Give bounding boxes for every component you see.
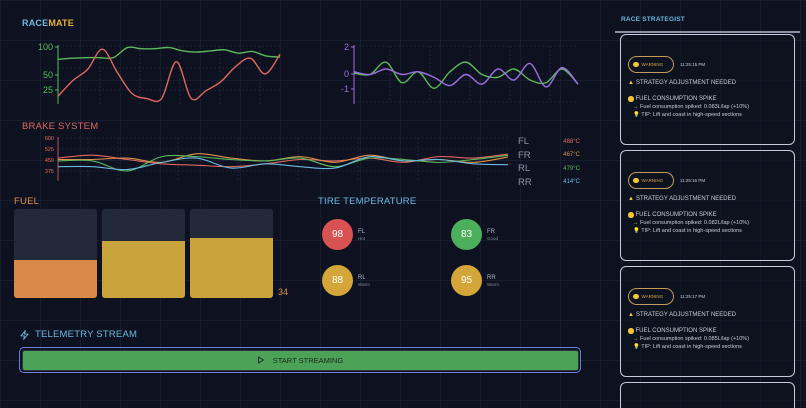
race-strategist-title: RACE STRATEGIST [621,16,685,23]
svg-text:600: 600 [45,136,54,142]
svg-text:450: 450 [45,158,54,164]
fuel-bar [190,209,273,298]
brake-temp-chart: 600 525 450 375 [45,136,509,181]
warning-dot-icon [633,293,639,300]
lightbulb-icon: 💡 [633,344,640,350]
brake-system-title: BRAKE SYSTEM [22,121,99,132]
app-title: RACEMATE [22,18,74,28]
divider [615,31,800,33]
series-rl-line [57,154,509,172]
strategy-card-partial [620,382,795,408]
series-fl-line [57,153,509,168]
warning-triangle-icon: ▲ [628,80,634,86]
legend-row-fl: FL 488°C [518,136,580,148]
legend-row-fr: FR 467°C [518,149,580,161]
warning-badge: WARNING [628,56,674,73]
tire-rr-gauge: 95 [451,265,482,296]
speed-throttle-chart: 100 50 25 [38,42,281,104]
lightbulb-icon: 💡 [633,112,640,118]
app-title-part2: MATE [48,18,74,28]
y-tick-25: 25 [43,85,53,95]
fuel-bar [102,209,185,298]
brake-legend: FL 488°C FR 467°C RL 479°C RR 414°C [518,135,580,189]
svg-text:375: 375 [45,169,54,175]
series-red-line [57,48,281,103]
start-streaming-button[interactable]: START STREAMING [19,347,581,373]
fuel-title: FUEL [14,196,40,207]
strategy-card: WARNING 11:25:15 PM ▲ STRATEGY ADJUSTMENT… [620,34,795,145]
series-green-line [57,46,281,61]
warning-badge: WARNING [628,172,674,189]
legend-row-rl: RL 479°C [518,163,580,175]
tire-fr: 83 FR Good [451,219,498,250]
fuel-value: 34 [278,287,289,297]
y-tick-0: 0 [344,69,349,79]
yellow-circle-icon [628,96,634,102]
warning-badge: WARNING [628,288,674,305]
card-time: 11:25:17 PM [680,294,706,299]
tire-fr-gauge: 83 [451,219,482,250]
y-tick-100: 100 [38,42,53,52]
series-rr-line [57,155,509,171]
warning-triangle-icon: ▲ [628,196,634,202]
warning-triangle-icon: ▲ [628,312,634,318]
play-icon [257,356,264,364]
tire-rl-gauge: 88 [322,265,353,296]
tire-rl: 88 RL Warm [322,265,370,296]
telemetry-stream-title: TELEMETRY STREAM [20,329,137,340]
gforce-chart: 2 0 -1 [341,42,579,104]
yellow-circle-icon [628,212,634,218]
tire-fl-gauge: 98 [322,219,353,250]
tire-fl: 98 FL Hot [322,219,365,250]
app-title-part1: RACE [22,18,49,28]
card-time: 11:25:15 PM [680,62,706,67]
yellow-circle-icon [628,328,634,334]
lightbulb-icon: 💡 [633,228,640,234]
fuel-bars [14,209,273,298]
fuel-bar [14,209,97,298]
svg-text:525: 525 [45,147,54,153]
tire-temperature-title: TIRE TEMPERATURE [318,196,417,207]
card-time: 11:25:16 PM [680,178,706,183]
y-tick-2: 2 [344,42,349,52]
legend-row-rr: RR 414°C [518,176,580,188]
warning-dot-icon [633,61,639,68]
strategy-card: WARNING 11:25:17 PM ▲ STRATEGY ADJUSTMENT… [620,266,795,377]
warning-dot-icon [633,177,639,184]
lightning-icon [20,329,29,340]
series-green-line [353,61,579,89]
y-tick-50: 50 [43,70,53,80]
y-tick-neg1: -1 [341,84,349,94]
tire-rr: 95 RR Warm [451,265,499,296]
strategy-card: WARNING 11:25:16 PM ▲ STRATEGY ADJUSTMENT… [620,150,795,261]
series-purple-line [353,62,579,88]
